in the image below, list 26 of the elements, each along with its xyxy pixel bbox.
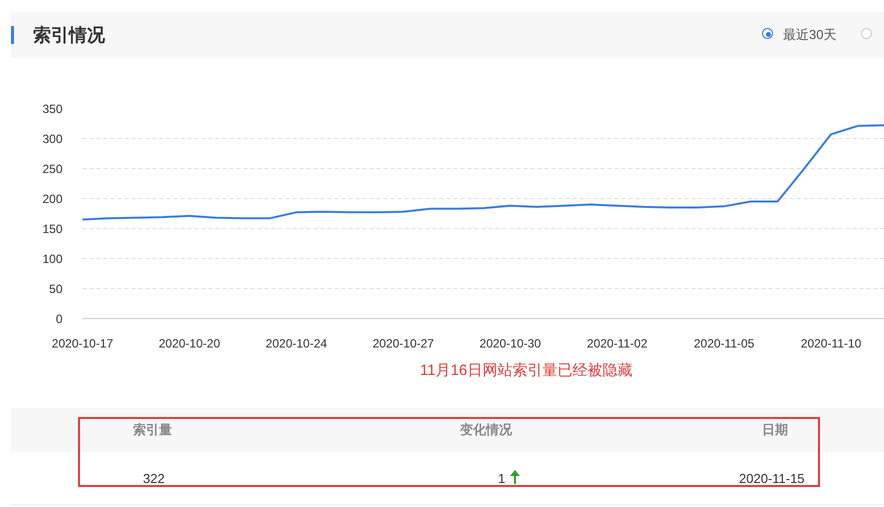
- x-tick-label: 2020-11-10: [800, 336, 862, 350]
- x-tick-label: 2020-10-20: [158, 336, 220, 350]
- text: 11月16日网站索引量已经被隐藏: [420, 361, 632, 381]
- line-series: [82, 124, 884, 220]
- text: 日期: [762, 421, 788, 439]
- text: 2020-11-15: [739, 470, 805, 488]
- y-tick-label: 350: [42, 102, 63, 116]
- y-tick-label: 200: [42, 192, 63, 206]
- text: 最近30天: [783, 26, 836, 44]
- x-tick-label: 2020-10-27: [372, 336, 434, 350]
- y-tick-label: 50: [49, 282, 63, 296]
- text: 1: [498, 470, 506, 488]
- text: 索引量: [133, 421, 172, 439]
- text: 变化情况: [460, 421, 512, 439]
- y-tick-label: 250: [42, 162, 63, 176]
- y-tick-label: 100: [42, 252, 63, 266]
- x-tick-label: 2020-10-30: [480, 336, 542, 350]
- x-tick-label: 2020-11-05: [694, 336, 755, 350]
- y-tick-label: 300: [42, 132, 63, 146]
- y-tick-label: 150: [42, 222, 63, 236]
- y-tick-label: 0: [56, 312, 63, 326]
- x-tick-label: 2020-10-24: [266, 336, 328, 350]
- text: 322: [143, 470, 165, 488]
- x-tick-label: 2020-11-02: [586, 336, 648, 350]
- chart-title: 索引情况: [33, 24, 105, 47]
- x-tick-label: 2020-10-17: [52, 336, 114, 350]
